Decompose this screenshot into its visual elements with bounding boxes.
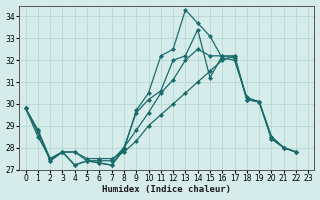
X-axis label: Humidex (Indice chaleur): Humidex (Indice chaleur) [102,185,231,194]
